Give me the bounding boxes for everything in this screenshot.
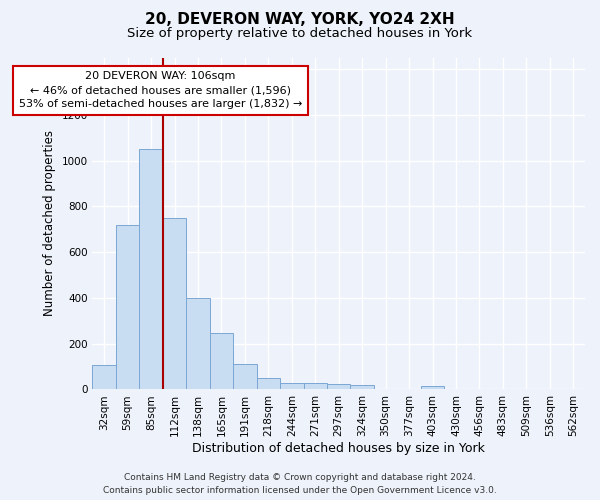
Y-axis label: Number of detached properties: Number of detached properties	[43, 130, 56, 316]
Bar	[233, 364, 257, 390]
Bar	[350, 385, 374, 390]
Bar	[186, 298, 210, 390]
Bar	[163, 218, 186, 390]
Bar	[280, 383, 304, 390]
Text: 20, DEVERON WAY, YORK, YO24 2XH: 20, DEVERON WAY, YORK, YO24 2XH	[145, 12, 455, 28]
Bar	[257, 378, 280, 390]
Text: 20 DEVERON WAY: 106sqm
← 46% of detached houses are smaller (1,596)
53% of semi-: 20 DEVERON WAY: 106sqm ← 46% of detached…	[19, 71, 302, 109]
Bar	[116, 224, 139, 390]
Bar	[139, 149, 163, 390]
Bar	[304, 383, 327, 390]
Text: Contains HM Land Registry data © Crown copyright and database right 2024.
Contai: Contains HM Land Registry data © Crown c…	[103, 474, 497, 495]
Bar	[421, 386, 444, 390]
Bar	[210, 334, 233, 390]
Bar	[92, 366, 116, 390]
Text: Size of property relative to detached houses in York: Size of property relative to detached ho…	[127, 28, 473, 40]
Bar	[327, 384, 350, 390]
X-axis label: Distribution of detached houses by size in York: Distribution of detached houses by size …	[192, 442, 485, 455]
